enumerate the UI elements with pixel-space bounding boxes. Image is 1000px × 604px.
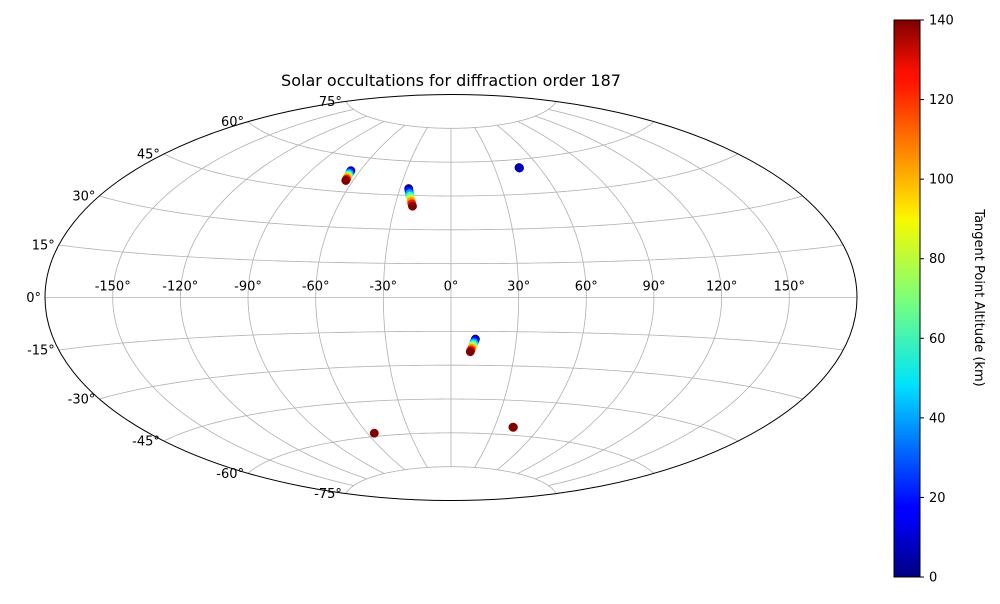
colorbar-tick-label: 20 (929, 491, 946, 506)
parallel-line (99, 195, 803, 231)
lat-tick-label: -75° (314, 487, 342, 502)
data-point (408, 201, 417, 211)
map-boundary (44, 94, 858, 501)
lat-tick-label: 45° (137, 148, 160, 163)
lon-tick-label: 30° (507, 280, 530, 295)
lon-tick-label: -60° (302, 280, 330, 295)
lon-tick-label: -120° (162, 280, 198, 295)
colorbar-tick-label: 140 (929, 14, 954, 29)
lon-tick-label: -150° (95, 280, 131, 295)
colorbar-tick-label: 100 (929, 173, 954, 188)
data-point (341, 176, 351, 185)
colorbar-label: Tangent Point Altitude (km) (971, 208, 986, 386)
parallel-line (163, 153, 739, 197)
lon-tick-label: -30° (369, 280, 397, 295)
lat-tick-label: -30° (68, 393, 96, 408)
parallel-line (345, 101, 557, 129)
lon-tick-label: -90° (234, 280, 262, 295)
lat-tick-label: 75° (319, 95, 342, 110)
lon-tick-label: 0° (444, 280, 459, 295)
lat-tick-label: -60° (216, 467, 244, 482)
colorbar-gradient (893, 19, 921, 578)
lon-tick-label: 150° (774, 280, 805, 295)
lat-tick-label: 0° (26, 291, 41, 306)
gridlines (45, 101, 857, 494)
data-points (341, 163, 524, 438)
colorbar-ticks: 0 20 40 60 80 100 120 140 (920, 14, 954, 586)
parallel-line (58, 244, 844, 265)
colorbar: 0 20 40 60 80 100 120 140 Tangent Point Altitud… (893, 14, 986, 586)
data-point (369, 428, 379, 438)
latitude-tick-labels: -75° -60° -45° -30° -15° 0° 15° 30° 45° 60° 75° (26, 95, 342, 502)
longitude-tick-labels: -150° -120° -90° -60° -30° 0° 30° 60° 90° 120° 150… (95, 280, 805, 295)
data-point (508, 422, 518, 432)
lat-tick-label: 60° (221, 115, 244, 130)
parallel-line (58, 330, 844, 351)
colorbar-tick-label: 40 (929, 411, 946, 426)
lat-tick-label: -15° (27, 344, 55, 359)
parallel-line (345, 466, 557, 494)
lon-tick-label: 90° (642, 280, 665, 295)
colorbar-tick-label: 60 (929, 332, 946, 347)
data-point (515, 163, 524, 173)
lon-tick-label: 60° (575, 280, 598, 295)
lon-tick-label: 120° (706, 280, 737, 295)
colorbar-tick-label: 120 (929, 93, 954, 108)
lat-tick-label: 15° (32, 239, 55, 254)
parallel-line (99, 364, 803, 400)
lat-tick-label: 30° (72, 190, 95, 205)
colorbar-tick-label: 80 (929, 252, 946, 267)
colorbar-tick-label: 0 (929, 571, 937, 586)
data-point (465, 347, 475, 357)
parallel-line (247, 432, 655, 474)
chart-title: Solar occultations for diffraction order… (281, 71, 621, 90)
parallel-line (247, 121, 655, 163)
lat-tick-label: -45° (132, 435, 160, 450)
parallel-line (163, 398, 739, 442)
